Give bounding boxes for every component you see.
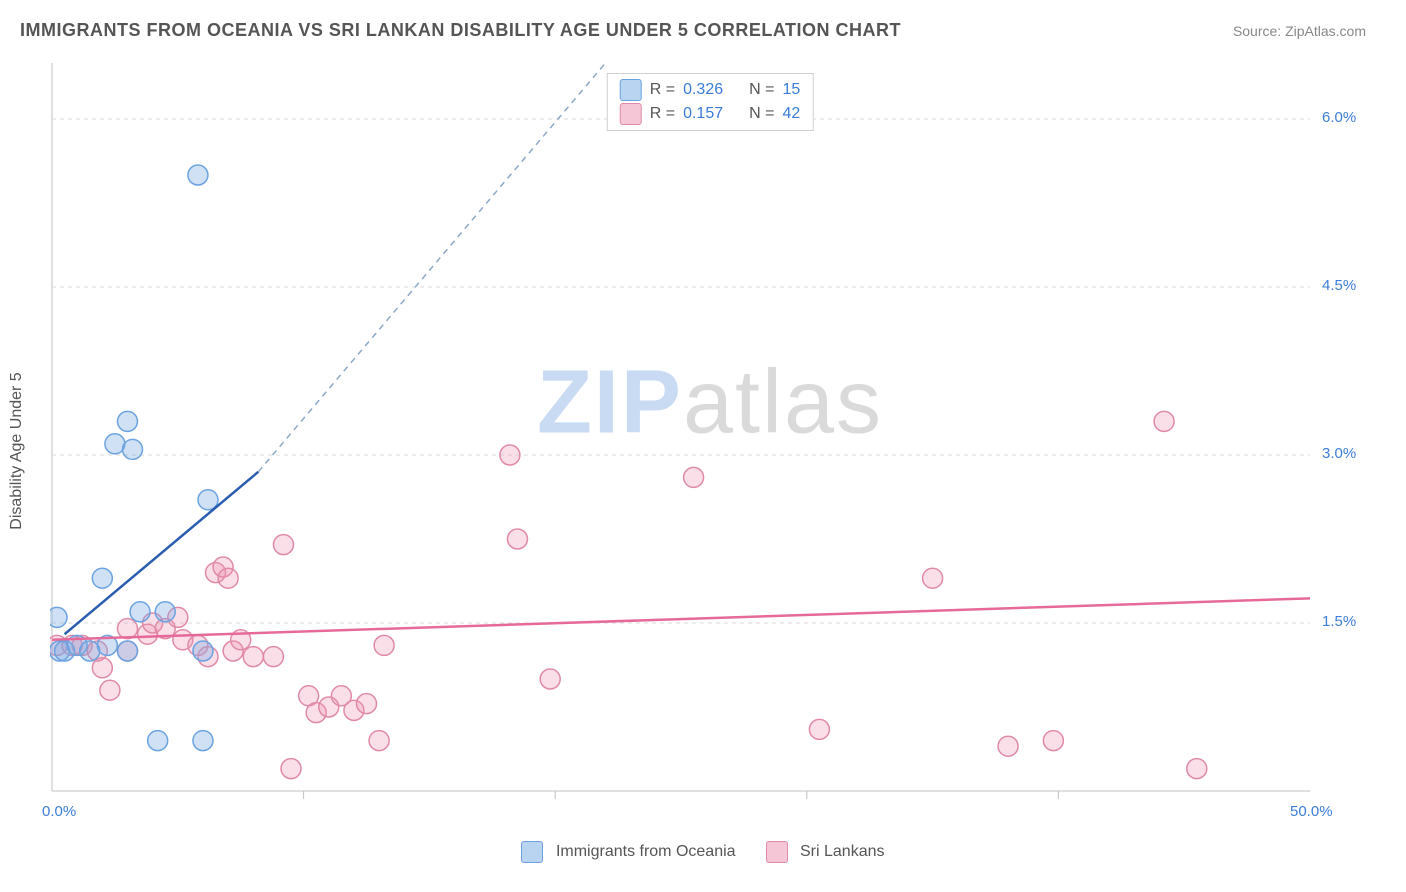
legend-item-a: Immigrants from Oceania xyxy=(521,841,735,863)
x-tick-label: 50.0% xyxy=(1290,803,1333,820)
legend-stats-row-a: R = 0.326 N = 15 xyxy=(620,78,801,102)
chart-title: IMMIGRANTS FROM OCEANIA VS SRI LANKAN DI… xyxy=(20,20,901,41)
header: IMMIGRANTS FROM OCEANIA VS SRI LANKAN DI… xyxy=(0,0,1406,51)
y-tick-label: 4.5% xyxy=(1322,277,1356,294)
scatter-plot-svg xyxy=(50,61,1370,821)
legend-stats: R = 0.326 N = 15 R = 0.157 N = 42 xyxy=(607,73,814,131)
y-tick-label: 3.0% xyxy=(1322,445,1356,462)
y-tick-label: 1.5% xyxy=(1322,613,1356,630)
legend-stats-row-b: R = 0.157 N = 42 xyxy=(620,102,801,126)
legend-item-b: Sri Lankans xyxy=(766,841,885,863)
chart-area: Disability Age Under 5 ZIPatlas R = 0.32… xyxy=(0,51,1406,871)
legend-series: Immigrants from Oceania Sri Lankans xyxy=(0,841,1406,863)
plot-area: ZIPatlas R = 0.326 N = 15 R = 0.157 N = … xyxy=(50,61,1370,821)
legend-swatch-a2 xyxy=(521,841,543,863)
legend-swatch-b xyxy=(620,103,642,125)
source-label: Source: ZipAtlas.com xyxy=(1233,23,1366,39)
y-axis-label: Disability Age Under 5 xyxy=(8,372,26,529)
x-tick-label: 0.0% xyxy=(42,803,76,820)
y-tick-label: 6.0% xyxy=(1322,109,1356,126)
legend-swatch-b2 xyxy=(766,841,788,863)
legend-swatch-a xyxy=(620,79,642,101)
